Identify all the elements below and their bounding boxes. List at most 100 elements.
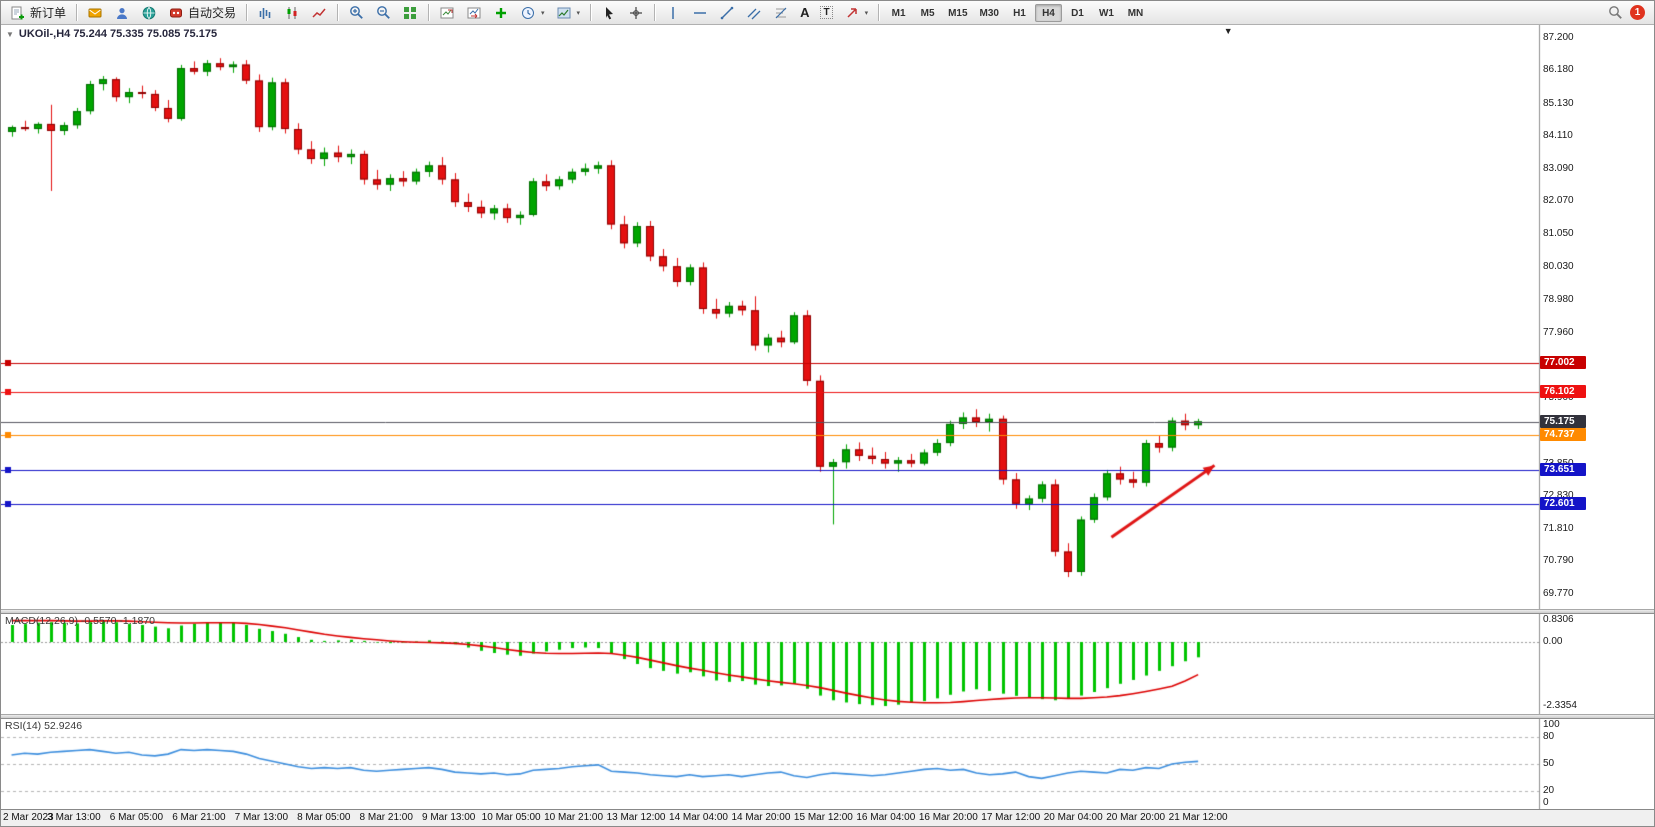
chart-shift-button[interactable]	[434, 3, 460, 23]
price-axis[interactable]: 87.200 86.180 85.130 84.110 83.090 82.070 81.0…	[1539, 25, 1654, 609]
axis-tick-label: 82.070	[1543, 195, 1574, 207]
indicators-button[interactable]	[488, 3, 514, 23]
axis-tick-label: 100	[1543, 719, 1560, 730]
axis-tick-label: 78.980	[1543, 294, 1574, 306]
templates-button[interactable]: ▾	[551, 3, 586, 23]
time-axis[interactable]: 2 Mar 2023 3 Mar 13:00 6 Mar 05:00 6 Mar 21…	[1, 809, 1654, 826]
signals-button[interactable]	[82, 3, 108, 23]
time-axis-label: 10 Mar 21:00	[544, 812, 604, 823]
notification-badge[interactable]: 1	[1630, 5, 1645, 20]
symbol-ohlc-label: ▼ UKOil-,H4 75.244 75.335 75.085 75.175	[6, 28, 217, 40]
timeframe-button-w1[interactable]: W1	[1093, 4, 1120, 22]
time-axis-label: 8 Mar 21:00	[359, 812, 413, 823]
trendline-tool-button[interactable]	[714, 3, 740, 23]
candlestick-chart-icon	[284, 5, 300, 21]
macd-axis[interactable]: 0.8306 0.00 -2.3354	[1539, 614, 1654, 714]
new-order-label: 新订单	[30, 6, 67, 20]
time-axis-label: 16 Mar 04:00	[856, 812, 916, 823]
community-button[interactable]	[136, 3, 162, 23]
chevron-down-icon: ▾	[541, 9, 545, 17]
time-axis-label: 15 Mar 12:00	[793, 812, 853, 823]
time-axis-label: 14 Mar 04:00	[669, 812, 728, 823]
timeframe-button-m30[interactable]: M30	[975, 4, 1004, 22]
zoom-out-button[interactable]	[370, 3, 396, 23]
trendline-icon	[719, 5, 735, 21]
time-axis-label: 16 Mar 20:00	[918, 812, 978, 823]
profile-button[interactable]	[109, 3, 135, 23]
new-order-button[interactable]: 新订单	[5, 3, 71, 23]
toolbar-separator	[337, 4, 339, 21]
timeframe-button-m1[interactable]: M1	[885, 4, 912, 22]
chevron-down-icon: ▾	[864, 9, 869, 17]
equidistant-channel-icon	[746, 5, 762, 21]
price-line-tag: 77.002	[1540, 356, 1586, 370]
time-axis-label: 10 Mar 05:00	[481, 812, 541, 823]
rsi-canvas	[1, 719, 1654, 809]
timeframe-button-h1[interactable]: H1	[1006, 4, 1033, 22]
text-label-tool-button[interactable]: T	[815, 3, 837, 23]
time-axis-label: 20 Mar 20:00	[1106, 812, 1166, 823]
search-icon[interactable]	[1607, 5, 1623, 21]
text-tool-button[interactable]: A	[795, 3, 814, 23]
auto-scroll-button[interactable]	[461, 3, 487, 23]
axis-tick-label: 0.8306	[1543, 614, 1574, 625]
channel-tool-button[interactable]	[741, 3, 767, 23]
vertical-line-tool-button[interactable]	[660, 3, 686, 23]
clock-icon	[520, 5, 536, 21]
time-axis-label: 17 Mar 12:00	[981, 812, 1041, 823]
symbol-ohlc-text: UKOil-,H4 75.244 75.335 75.085 75.175	[18, 28, 218, 40]
arrow-shape-icon	[844, 5, 860, 21]
axis-tick-label: 0	[1543, 797, 1549, 808]
horizontal-line-tool-button[interactable]	[687, 3, 713, 23]
timeframe-button-m5[interactable]: M5	[914, 4, 941, 22]
timeframe-button-m15[interactable]: M15	[943, 4, 972, 22]
time-axis-label: 14 Mar 20:00	[731, 812, 791, 823]
toolbar: 新订单 自动交易	[1, 1, 1654, 25]
rsi-axis[interactable]: 100 80 50 20 0	[1539, 719, 1654, 809]
time-axis-label: 7 Mar 13:00	[234, 812, 289, 823]
tile-windows-button[interactable]	[397, 3, 423, 23]
timeframe-toolbar: M1 M5 M15 M30 H1 H4 D1 W1 MN	[884, 3, 1150, 23]
line-chart-icon	[311, 5, 327, 21]
one-click-trading-toggle-icon[interactable]: ▼	[6, 29, 14, 39]
periods-button[interactable]: ▾	[515, 3, 550, 23]
axis-tick-label: -2.3354	[1543, 700, 1577, 712]
toolbar-separator	[654, 4, 656, 21]
price-chart-pane[interactable]: ▼ UKOil-,H4 75.244 75.335 75.085 75.175 …	[1, 25, 1654, 609]
community-globe-icon	[141, 5, 157, 21]
vertical-line-icon	[665, 5, 681, 21]
chart-shift-icon	[439, 5, 455, 21]
cursor-tool-button[interactable]	[596, 3, 622, 23]
macd-pane[interactable]: MACD(12,26,9) -0.5570 -1.1870 0.8306 0.00…	[1, 614, 1654, 714]
panel-splitter[interactable]	[1, 714, 1654, 719]
fibonacci-tool-button[interactable]	[768, 3, 794, 23]
axis-tick-label: 0.00	[1543, 636, 1563, 648]
timeframe-button-h4[interactable]: H4	[1034, 4, 1062, 23]
arrows-tool-button[interactable]: ▾	[839, 3, 874, 23]
bar-chart-button[interactable]	[252, 3, 278, 23]
macd-label: MACD(12,26,9) -0.5570 -1.1870	[5, 615, 155, 627]
axis-tick-label: 85.130	[1543, 97, 1574, 109]
auto-trading-button[interactable]: 自动交易	[163, 3, 241, 23]
candlestick-chart-button[interactable]	[279, 3, 305, 23]
new-order-icon	[10, 5, 26, 21]
crosshair-tool-button[interactable]	[623, 3, 649, 23]
toolbar-separator	[590, 4, 592, 21]
rsi-pane[interactable]: RSI(14) 52.9246 100 80 50 20 0	[1, 719, 1654, 809]
axis-tick-label: 80.030	[1543, 260, 1574, 272]
axis-tick-label: 80	[1543, 731, 1555, 742]
panel-splitter[interactable]	[1, 609, 1654, 614]
timeframe-button-d1[interactable]: D1	[1064, 4, 1091, 22]
text-label-icon: T	[820, 6, 833, 19]
toolbar-separator	[246, 4, 248, 21]
line-chart-button[interactable]	[306, 3, 332, 23]
cursor-icon	[601, 5, 617, 21]
time-axis-label: 2 Mar 2023	[3, 812, 54, 823]
zoom-in-button[interactable]	[343, 3, 369, 23]
signals-icon	[87, 5, 103, 21]
axis-tick-label: 72.830	[1543, 490, 1574, 502]
axis-tick-label: 83.090	[1543, 162, 1574, 174]
tile-windows-icon	[402, 5, 418, 21]
timeframe-button-mn[interactable]: MN	[1122, 4, 1149, 22]
